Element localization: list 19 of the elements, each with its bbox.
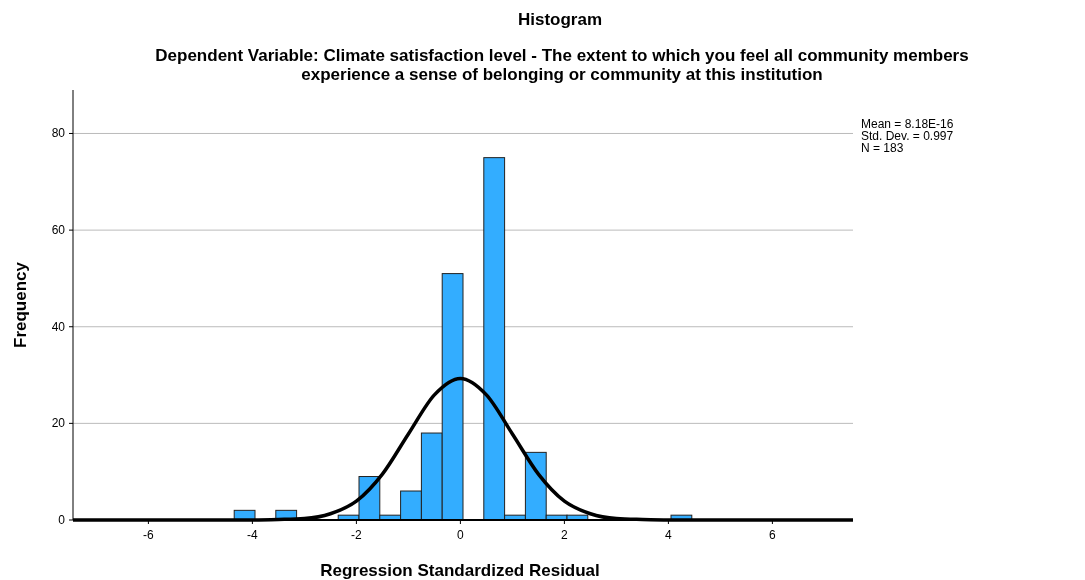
text: Mean = 8.18E-16: [861, 117, 954, 131]
x-tick-label: 2: [561, 528, 569, 542]
chart-subtitle: Dependent Variable: Climate satisfaction level - The extent to which you feel all community members experience a sense of belonging or community at this institution: [155, 46, 969, 84]
x-axis-title: Regression Standardized Residual: [320, 561, 600, 580]
x-tick-label: 0: [457, 528, 465, 542]
text: Std. Dev. = 0.997: [861, 129, 954, 143]
x-tick-label: -4: [247, 528, 259, 542]
x-tick-label: -6: [143, 528, 155, 542]
x-tick-label: 6: [769, 528, 777, 542]
y-tick-label: 20: [51, 416, 66, 431]
chart-title: Histogram: [517, 10, 603, 29]
y-tick-label: 60: [51, 223, 66, 238]
x-tick-label: 4: [665, 528, 673, 542]
y-tick-label: 80: [51, 126, 66, 141]
y-tick-label: 0: [58, 513, 66, 527]
x-tick-label: -2: [351, 528, 363, 542]
y-axis-title: Frequency: [11, 261, 30, 348]
text: N = 183: [861, 141, 904, 155]
y-tick-label: 40: [51, 319, 66, 334]
